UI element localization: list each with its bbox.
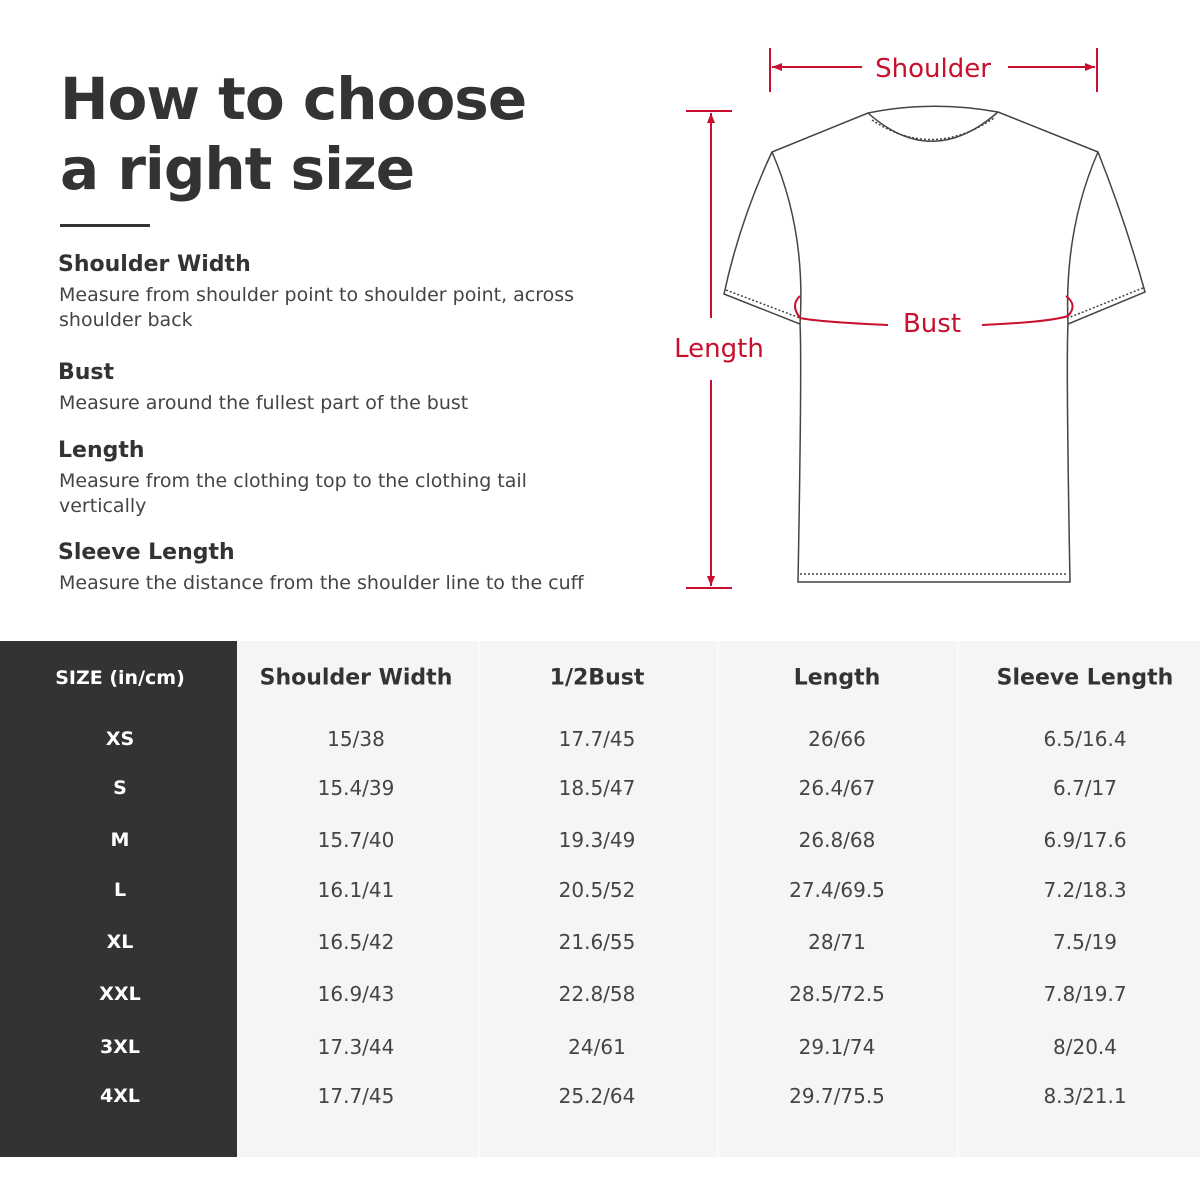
- column-divider: [717, 641, 719, 1157]
- table-cell: 22.8/58: [558, 982, 636, 1006]
- size-label: M: [110, 829, 130, 851]
- table-cell: 20.5/52: [558, 878, 636, 902]
- table-cell: 26/66: [808, 727, 866, 751]
- table-cell: 25.2/64: [558, 1084, 636, 1108]
- size-table: SIZE (in/cm) Shoulder Width 1/2Bust Length S…: [0, 641, 1200, 1157]
- guide-heading: Sleeve Length: [58, 540, 235, 565]
- guide-heading: Bust: [58, 360, 115, 385]
- table-cell: 7.8/19.7: [1043, 982, 1127, 1006]
- table-cell: 15.4/39: [317, 776, 395, 800]
- table-cell: 17.3/44: [317, 1035, 395, 1059]
- table-cell: 17.7/45: [317, 1084, 395, 1108]
- table-cell: 8.3/21.1: [1043, 1084, 1127, 1108]
- table-cell: 19.3/49: [558, 828, 636, 852]
- table-cell: 21.6/55: [558, 930, 636, 954]
- column-header: 1/2Bust: [549, 665, 645, 691]
- bust-label: Bust: [903, 309, 961, 339]
- page-title: How to choose a right size: [60, 64, 527, 204]
- guide-length: Length Measure from the clothing top to …: [58, 438, 599, 519]
- guide-text: Measure from shoulder point to shoulder …: [59, 284, 575, 331]
- table-cell: 29.1/74: [798, 1035, 876, 1059]
- guide-text: Measure from the clothing top to the clo…: [59, 470, 527, 517]
- size-label: S: [113, 777, 127, 799]
- table-cell: 15.7/40: [317, 828, 395, 852]
- guide-sleeve-length: Sleeve Length Measure the distance from …: [58, 540, 659, 596]
- column-header: Sleeve Length: [996, 665, 1174, 691]
- column-divider: [957, 641, 959, 1157]
- table-cell: 26.4/67: [798, 776, 876, 800]
- column-divider: [478, 641, 480, 1157]
- tshirt-outline-icon: [723, 105, 1146, 583]
- size-label: L: [113, 879, 127, 901]
- size-label: XS: [105, 728, 135, 750]
- guide-text: Measure the distance from the shoulder l…: [59, 572, 584, 594]
- table-cell: 29.7/75.5: [789, 1084, 885, 1108]
- title-line-2: a right size: [60, 135, 415, 203]
- size-column: [0, 641, 237, 1157]
- table-cell: 15/38: [327, 727, 385, 751]
- table-cell: 28/71: [808, 930, 866, 954]
- table-cell: 17.7/45: [558, 727, 636, 751]
- table-cell: 6.9/17.6: [1043, 828, 1127, 852]
- table-cell: 26.8/68: [798, 828, 876, 852]
- guide-text: Measure around the fullest part of the b…: [59, 392, 469, 414]
- table-cell: 16.1/41: [317, 878, 395, 902]
- title-divider: [60, 224, 150, 227]
- table-cell: 8/20.4: [1053, 1035, 1117, 1059]
- table-cell: 16.5/42: [317, 930, 395, 954]
- table-cell: 16.9/43: [317, 982, 395, 1006]
- table-cell: 18.5/47: [558, 776, 636, 800]
- column-header: Length: [793, 665, 881, 691]
- guide-heading: Length: [58, 438, 145, 463]
- size-label: XL: [106, 931, 134, 953]
- table-cell: 7.2/18.3: [1043, 878, 1127, 902]
- table-cell: 28.5/72.5: [789, 982, 885, 1006]
- guide-shoulder-width: Shoulder Width Measure from shoulder poi…: [58, 252, 599, 333]
- table-cell: 6.7/17: [1053, 776, 1117, 800]
- column-header: Shoulder Width: [259, 665, 453, 691]
- shoulder-label: Shoulder: [875, 54, 991, 84]
- table-cell: 7.5/19: [1053, 930, 1117, 954]
- title-line-1: How to choose: [60, 65, 527, 133]
- guide-heading: Shoulder Width: [58, 252, 251, 277]
- guide-bust: Bust Measure around the fullest part of …: [58, 360, 599, 416]
- size-label: 3XL: [100, 1036, 140, 1058]
- tshirt-diagram: Shoulder Bust Length: [674, 48, 1146, 589]
- size-label: 4XL: [100, 1085, 140, 1107]
- table-cell: 27.4/69.5: [789, 878, 885, 902]
- table-cell: 6.5/16.4: [1043, 727, 1127, 751]
- column-header: SIZE (in/cm): [55, 667, 185, 689]
- length-label: Length: [674, 334, 764, 364]
- size-label: XXL: [99, 983, 141, 1005]
- table-cell: 24/61: [568, 1035, 626, 1059]
